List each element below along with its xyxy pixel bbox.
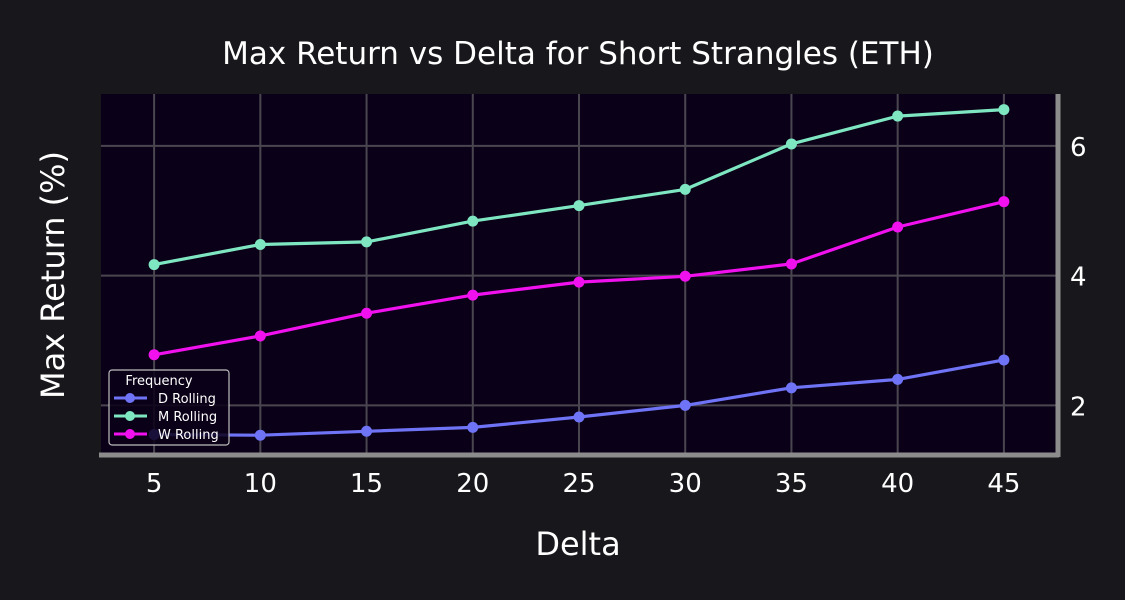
data-point-d-rolling xyxy=(467,421,479,433)
data-point-d-rolling xyxy=(892,373,904,385)
x-tick-label: 10 xyxy=(244,469,277,499)
data-point-w-rolling xyxy=(785,258,797,270)
legend-label: W Rolling xyxy=(158,428,219,443)
legend-marker xyxy=(125,411,135,421)
data-point-m-rolling xyxy=(573,200,585,212)
data-point-m-rolling xyxy=(467,215,479,227)
data-point-w-rolling xyxy=(998,196,1010,208)
data-point-d-rolling xyxy=(254,429,266,441)
x-axis-label: Delta xyxy=(535,525,620,563)
data-point-d-rolling xyxy=(573,411,585,423)
data-point-d-rolling xyxy=(785,382,797,394)
legend-box xyxy=(108,369,230,446)
data-point-d-rolling xyxy=(679,399,691,411)
data-point-w-rolling xyxy=(892,221,904,233)
legend: Frequency D Rolling M Rolling W Rolling xyxy=(108,369,230,446)
x-tick-label: 25 xyxy=(562,469,595,499)
data-point-d-rolling xyxy=(361,425,373,437)
x-tick-label: 45 xyxy=(987,469,1020,499)
y-axis-label: Max Return (%) xyxy=(34,151,72,399)
data-point-w-rolling xyxy=(573,276,585,288)
y-tick-label: 4 xyxy=(1070,263,1087,293)
legend-marker xyxy=(125,429,135,439)
y-tick-label: 6 xyxy=(1070,133,1087,163)
legend-marker xyxy=(125,393,135,403)
series-m-rolling xyxy=(148,104,1010,271)
x-tick-label: 40 xyxy=(881,469,914,499)
x-tick-label: 35 xyxy=(775,469,808,499)
grid xyxy=(101,94,1057,454)
data-point-m-rolling xyxy=(785,138,797,150)
legend-item: W Rolling xyxy=(114,428,219,443)
x-tick-label: 30 xyxy=(669,469,702,499)
legend-item: M Rolling xyxy=(114,410,217,425)
legend-label: M Rolling xyxy=(158,410,217,425)
data-point-w-rolling xyxy=(254,330,266,342)
data-point-w-rolling xyxy=(148,349,160,361)
data-point-m-rolling xyxy=(148,259,160,271)
data-point-w-rolling xyxy=(361,307,373,319)
data-point-d-rolling xyxy=(998,354,1010,366)
plot-area: 5 10 15 20 25 30 35 40 45 2 4 6 Frequency D Rolling M … xyxy=(99,94,1087,499)
legend-title: Frequency xyxy=(125,374,192,389)
x-tick-label: 15 xyxy=(350,469,383,499)
x-tick-label: 5 xyxy=(146,469,163,499)
data-point-m-rolling xyxy=(361,236,373,248)
x-tick-label: 20 xyxy=(456,469,489,499)
chart-title: Max Return vs Delta for Short Strangles … xyxy=(222,36,934,72)
series-w-rolling xyxy=(148,196,1010,361)
data-point-m-rolling xyxy=(254,238,266,250)
series-d-rolling xyxy=(148,354,1010,441)
legend-item: D Rolling xyxy=(114,392,216,407)
data-point-m-rolling xyxy=(892,110,904,122)
y-tick-label: 2 xyxy=(1070,392,1087,422)
legend-label: D Rolling xyxy=(158,392,216,407)
data-point-m-rolling xyxy=(998,104,1010,116)
data-point-w-rolling xyxy=(679,270,691,282)
data-point-w-rolling xyxy=(467,289,479,301)
data-point-m-rolling xyxy=(679,183,691,195)
